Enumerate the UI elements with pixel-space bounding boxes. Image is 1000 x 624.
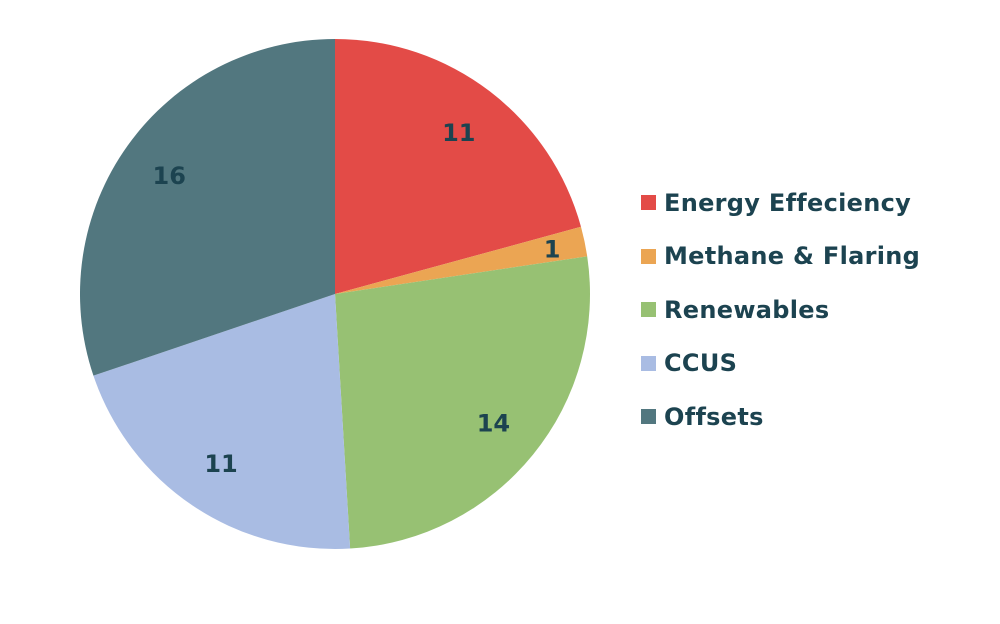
pie-slice-energy-effeciency	[335, 39, 581, 294]
pie-slice-offsets	[79, 39, 336, 376]
legend-item-energy-efficiency: Energy Effeciency	[641, 176, 920, 230]
pie-slice-renewables	[335, 256, 590, 549]
legend-label: Offsets	[664, 402, 764, 431]
pie-slice-ccus	[93, 294, 351, 549]
legend-label: CCUS	[664, 349, 738, 378]
data-label: 11	[204, 450, 237, 478]
legend-label: Methane & Flaring	[664, 242, 921, 271]
pie-slice-methane-flaring	[335, 226, 588, 294]
legend-item-renewables: Renewables	[641, 283, 920, 337]
legend-label: Renewables	[664, 295, 830, 324]
data-label: 1	[544, 235, 561, 263]
legend-swatch	[641, 409, 656, 425]
legend-item-methane-flaring: Methane & Flaring	[641, 230, 920, 284]
legend-item-offsets: Offsets	[641, 390, 920, 444]
data-label: 11	[442, 119, 475, 147]
legend-label: Energy Effeciency	[664, 188, 912, 217]
legend-swatch	[641, 302, 656, 318]
legend-item-ccus: CCUS	[641, 337, 920, 391]
legend-swatch	[641, 195, 656, 211]
data-label: 14	[477, 410, 510, 438]
legend-swatch	[641, 355, 656, 371]
legend-swatch	[641, 248, 656, 264]
legend: Energy Effeciency Methane & Flaring Rene…	[641, 176, 920, 444]
data-label: 16	[153, 162, 186, 190]
